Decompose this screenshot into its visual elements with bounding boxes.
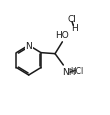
Text: NH: NH: [62, 68, 76, 77]
Text: HCl: HCl: [70, 66, 83, 75]
Text: HO: HO: [55, 30, 69, 39]
Text: N: N: [25, 41, 32, 50]
Text: 2: 2: [69, 68, 73, 73]
Text: H: H: [71, 24, 77, 33]
Text: Cl: Cl: [67, 15, 76, 24]
